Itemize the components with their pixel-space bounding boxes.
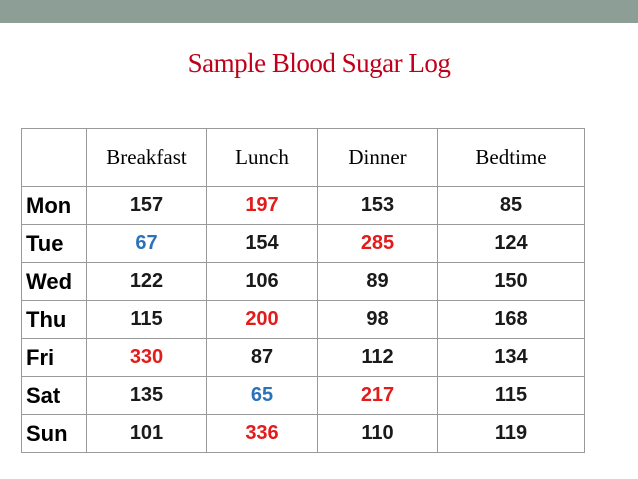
- reading-cell: 87: [206, 338, 318, 377]
- reading-cell: 101: [86, 414, 207, 453]
- reading-cell: 112: [317, 338, 438, 377]
- table-row: Thu 115 200 98 168: [21, 300, 585, 339]
- reading-cell: 168: [437, 300, 585, 339]
- row-day-label: Fri: [21, 338, 87, 377]
- reading-cell: 336: [206, 414, 318, 453]
- header-corner-cell: [21, 128, 87, 187]
- reading-cell: 89: [317, 262, 438, 301]
- reading-cell: 134: [437, 338, 585, 377]
- reading-cell: 110: [317, 414, 438, 453]
- row-day-label: Wed: [21, 262, 87, 301]
- reading-cell: 106: [206, 262, 318, 301]
- reading-cell: 65: [206, 376, 318, 415]
- row-day-label: Sun: [21, 414, 87, 453]
- blood-sugar-table: Breakfast Lunch Dinner Bedtime Mon 157 1…: [21, 128, 585, 453]
- reading-cell: 85: [437, 186, 585, 225]
- table-row: Sun 101 336 110 119: [21, 414, 585, 453]
- row-day-label: Sat: [21, 376, 87, 415]
- reading-cell: 124: [437, 224, 585, 263]
- table-row: Mon 157 197 153 85: [21, 186, 585, 225]
- slide-title: Sample Blood Sugar Log: [187, 48, 451, 78]
- reading-cell: 154: [206, 224, 318, 263]
- reading-cell: 157: [86, 186, 207, 225]
- row-day-label: Tue: [21, 224, 87, 263]
- table-row: Wed 122 106 89 150: [21, 262, 585, 301]
- table-row: Sat 135 65 217 115: [21, 376, 585, 415]
- column-header-breakfast: Breakfast: [86, 128, 207, 187]
- column-header-bedtime: Bedtime: [437, 128, 585, 187]
- reading-cell: 119: [437, 414, 585, 453]
- header-row: Breakfast Lunch Dinner Bedtime: [21, 128, 585, 187]
- reading-cell: 115: [86, 300, 207, 339]
- reading-cell: 330: [86, 338, 207, 377]
- row-day-label: Mon: [21, 186, 87, 225]
- reading-cell: 67: [86, 224, 207, 263]
- reading-cell: 197: [206, 186, 318, 225]
- reading-cell: 217: [317, 376, 438, 415]
- table-row: Fri 330 87 112 134: [21, 338, 585, 377]
- reading-cell: 122: [86, 262, 207, 301]
- reading-cell: 150: [437, 262, 585, 301]
- reading-cell: 135: [86, 376, 207, 415]
- column-header-lunch: Lunch: [206, 128, 318, 187]
- top-accent-bar: [0, 0, 638, 23]
- reading-cell: 115: [437, 376, 585, 415]
- table-row: Tue 67 154 285 124: [21, 224, 585, 263]
- row-day-label: Thu: [21, 300, 87, 339]
- reading-cell: 200: [206, 300, 318, 339]
- reading-cell: 285: [317, 224, 438, 263]
- reading-cell: 98: [317, 300, 438, 339]
- column-header-dinner: Dinner: [317, 128, 438, 187]
- reading-cell: 153: [317, 186, 438, 225]
